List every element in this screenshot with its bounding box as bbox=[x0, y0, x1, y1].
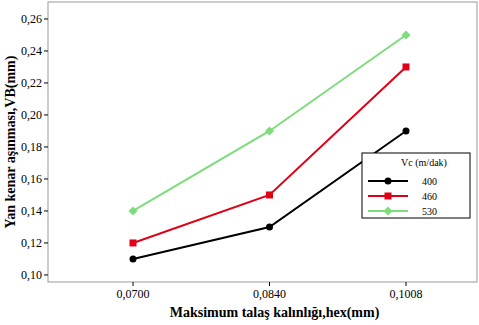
y-tick bbox=[44, 210, 48, 211]
y-tick-label: 0,14 bbox=[21, 204, 42, 218]
x-tick-label: 0,1008 bbox=[390, 287, 423, 301]
data-point bbox=[403, 127, 410, 134]
y-tick-label: 0,12 bbox=[21, 236, 42, 250]
legend-box bbox=[362, 153, 470, 218]
legend-marker bbox=[385, 178, 392, 185]
data-point bbox=[130, 239, 137, 246]
y-tick-label: 0,22 bbox=[21, 76, 42, 90]
data-point bbox=[266, 191, 273, 198]
data-point bbox=[129, 206, 138, 215]
legend-label: 400 bbox=[422, 176, 437, 187]
y-tick-label: 0,24 bbox=[21, 44, 42, 58]
legend-label: 460 bbox=[422, 191, 437, 202]
data-point bbox=[402, 30, 411, 39]
y-tick bbox=[44, 178, 48, 179]
y-tick bbox=[44, 82, 48, 83]
x-tick bbox=[133, 282, 134, 286]
x-tick-label: 0,0700 bbox=[117, 287, 150, 301]
data-point bbox=[266, 223, 273, 230]
y-tick bbox=[44, 50, 48, 51]
legend-marker bbox=[385, 193, 392, 200]
legend-title: Vc (m/dak) bbox=[401, 157, 447, 169]
y-tick bbox=[44, 18, 48, 19]
y-tick bbox=[44, 274, 48, 275]
chart: 0,10 0,12 0,14 0,16 0,18 0,20 0,22 0,24 0,26 0,07… bbox=[0, 0, 479, 325]
y-tick-label: 0,26 bbox=[21, 12, 42, 26]
data-point bbox=[265, 126, 274, 135]
x-tick bbox=[406, 282, 407, 286]
y-tick bbox=[44, 114, 48, 115]
y-tick-label: 0,16 bbox=[21, 172, 42, 186]
data-point bbox=[403, 63, 410, 70]
plot-marks bbox=[129, 30, 411, 262]
x-tick bbox=[269, 282, 270, 286]
x-axis-label: Maksimum talaş kalınlığı,hex(mm) bbox=[170, 305, 380, 321]
legend-label: 530 bbox=[422, 206, 437, 217]
y-tick bbox=[44, 242, 48, 243]
y-axis-label: Yan kenar aşınması,VB(mm) bbox=[3, 55, 19, 228]
legend-marker bbox=[384, 207, 393, 216]
y-tick-label: 0,10 bbox=[21, 268, 42, 282]
y-tick-label: 0,18 bbox=[21, 140, 42, 154]
y-tick-label: 0,20 bbox=[21, 108, 42, 122]
data-point bbox=[130, 255, 137, 262]
y-tick bbox=[44, 146, 48, 147]
legend: Vc (m/dak) 400 460 530 bbox=[362, 153, 470, 218]
x-tick-label: 0,0840 bbox=[253, 287, 286, 301]
plot-frame bbox=[48, 2, 477, 282]
